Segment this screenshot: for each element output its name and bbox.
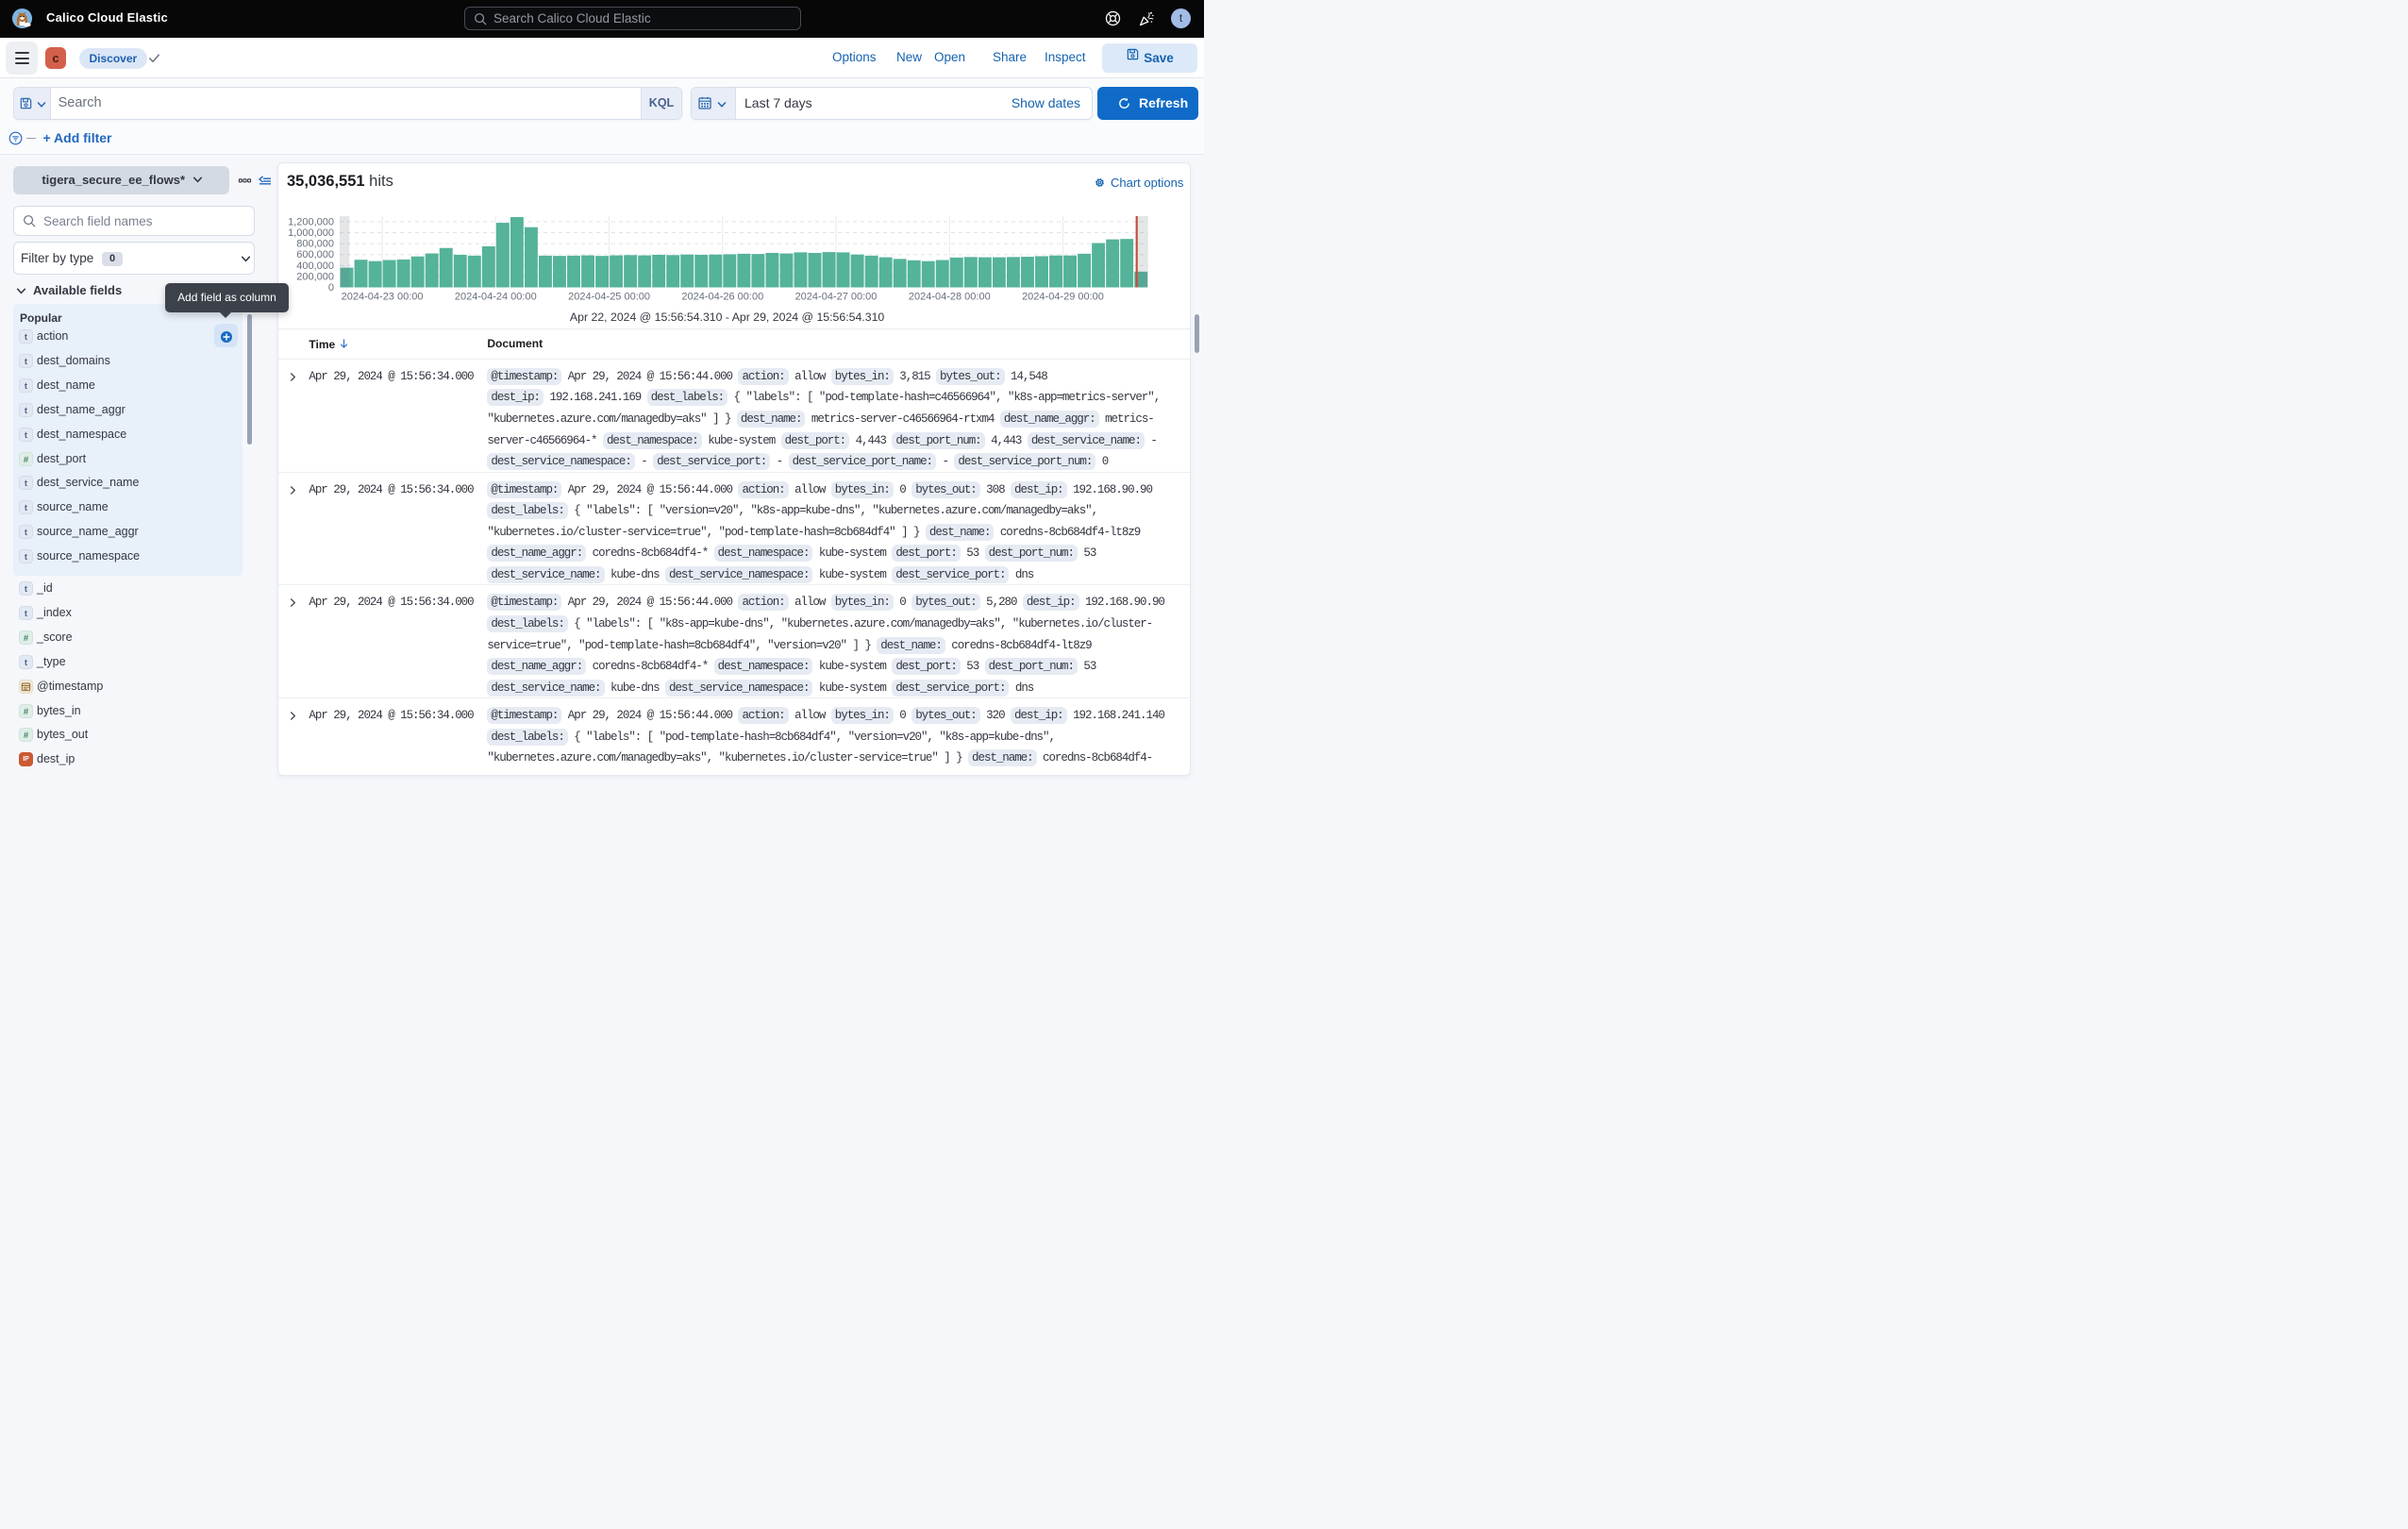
svg-text:600,000: 600,000 xyxy=(296,249,334,260)
svg-text:2024-04-26 00:00: 2024-04-26 00:00 xyxy=(681,292,763,303)
svg-text:2024-04-23 00:00: 2024-04-23 00:00 xyxy=(342,292,424,303)
svg-text:1,000,000: 1,000,000 xyxy=(288,227,334,239)
svg-text:2024-04-27 00:00: 2024-04-27 00:00 xyxy=(795,292,878,303)
svg-text:800,000: 800,000 xyxy=(296,239,334,250)
svg-text:Apr 22, 2024 @ 15:56:54.310 -: Apr 22, 2024 @ 15:56:54.310 - Apr 29, 20… xyxy=(570,311,884,324)
svg-text:200,000: 200,000 xyxy=(296,271,334,282)
svg-text:2024-04-25 00:00: 2024-04-25 00:00 xyxy=(568,292,650,303)
svg-text:2024-04-24 00:00: 2024-04-24 00:00 xyxy=(455,292,537,303)
svg-text:1,200,000: 1,200,000 xyxy=(288,216,334,227)
svg-text:2024-04-28 00:00: 2024-04-28 00:00 xyxy=(909,292,991,303)
svg-text:2024-04-29 00:00: 2024-04-29 00:00 xyxy=(1022,292,1104,303)
svg-text:0: 0 xyxy=(328,282,334,294)
svg-text:400,000: 400,000 xyxy=(296,260,334,272)
